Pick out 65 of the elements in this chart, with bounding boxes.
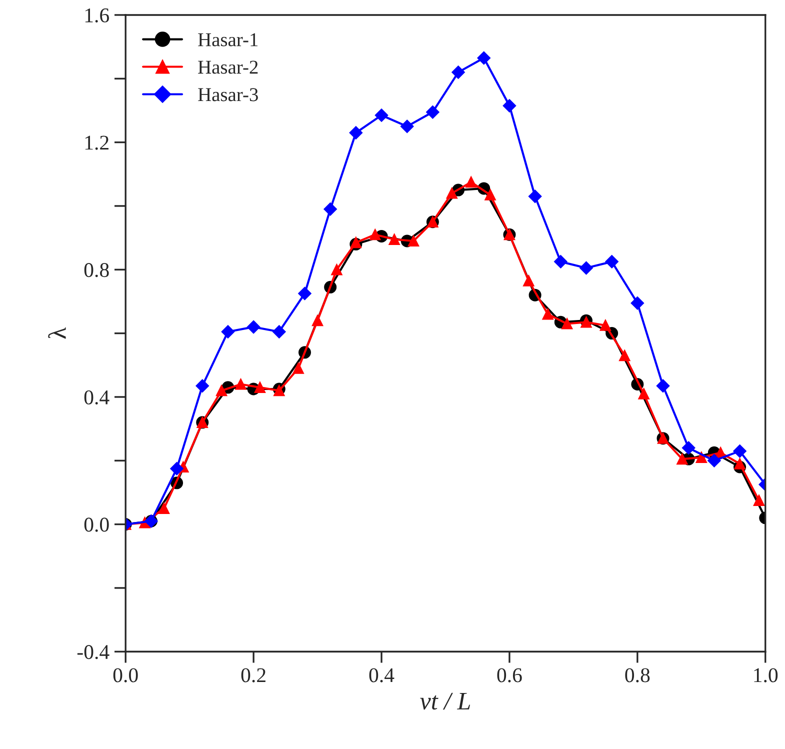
point (580, 316, 592, 328)
point (312, 315, 324, 326)
x-tick-label: 1.0 (754, 668, 778, 682)
point (196, 379, 209, 392)
point (580, 261, 593, 275)
point (630, 296, 644, 310)
point (600, 320, 611, 331)
point (638, 388, 650, 400)
x-tick-label: 0.0 (113, 668, 138, 682)
x-tick-label: 0.4 (369, 668, 394, 682)
x-tick-label: 0.2 (241, 668, 266, 682)
y-tick-label: 0.0 (84, 518, 109, 532)
point (426, 105, 440, 119)
point (374, 108, 388, 122)
point (502, 99, 516, 112)
point (446, 188, 458, 199)
point (696, 452, 707, 464)
point (246, 320, 260, 334)
y-tick-label: 0.8 (84, 263, 109, 278)
point (272, 325, 286, 338)
point (292, 362, 304, 374)
point (733, 444, 746, 458)
point (388, 234, 400, 245)
point (298, 286, 312, 300)
point (370, 229, 381, 240)
y-tick-label: 1.6 (85, 8, 110, 23)
y-tick-label: -0.4 (77, 645, 110, 660)
point (452, 66, 465, 79)
x-tick-label: 0.8 (625, 668, 650, 682)
point (484, 189, 496, 200)
legend-label: Hasar-3 (198, 88, 258, 102)
point (523, 275, 534, 286)
x-tick-label: 0.6 (497, 668, 522, 682)
point (170, 462, 184, 476)
point (477, 51, 490, 65)
point (734, 458, 746, 470)
y-tick-label: 0.4 (84, 390, 110, 404)
point (400, 120, 414, 133)
point (221, 325, 235, 338)
point (254, 382, 266, 393)
point (216, 385, 228, 396)
point (528, 190, 542, 204)
point (331, 264, 342, 276)
point (408, 235, 420, 247)
point (554, 255, 568, 268)
y-tick-label: 1.2 (85, 136, 108, 150)
point (605, 255, 618, 268)
point (676, 453, 688, 465)
point (274, 385, 285, 396)
point (619, 350, 630, 362)
point (753, 494, 765, 506)
point (708, 454, 721, 468)
y-axis-title: λ (48, 327, 66, 339)
point (542, 308, 554, 320)
point (349, 126, 363, 140)
point (235, 378, 246, 390)
point (466, 176, 477, 188)
legend-label: Hasar-2 (198, 60, 258, 74)
point (324, 202, 337, 216)
point (158, 502, 170, 514)
legend-label: Hasar-1 (198, 33, 258, 46)
x-axis-title: vt / L (420, 692, 470, 710)
point (682, 441, 696, 454)
point (656, 379, 670, 392)
point (561, 318, 573, 330)
